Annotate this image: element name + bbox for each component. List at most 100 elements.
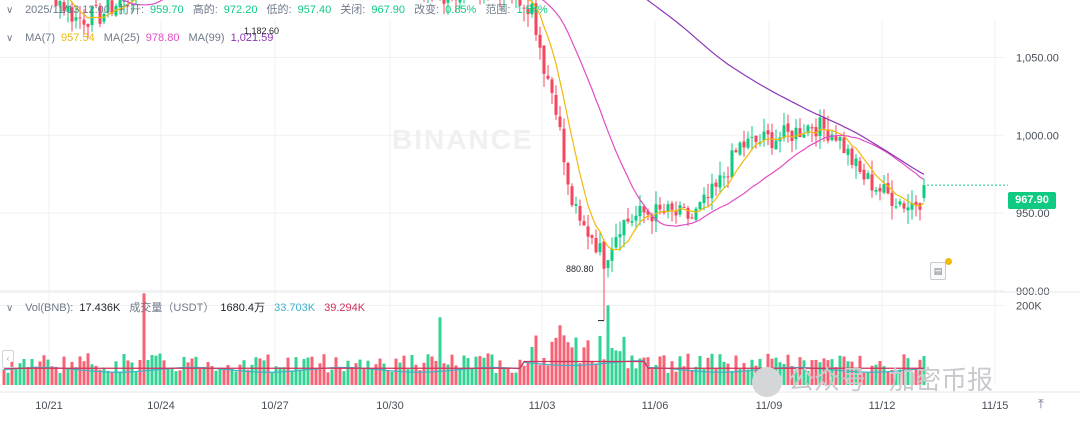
candle-body bbox=[586, 226, 590, 237]
candle-body bbox=[830, 134, 834, 141]
high-label: 高的: bbox=[192, 4, 218, 16]
volume-bar bbox=[730, 370, 734, 385]
volume-bar bbox=[690, 369, 694, 385]
volume-bar bbox=[854, 369, 858, 385]
candle-body bbox=[754, 135, 758, 142]
candle-body bbox=[706, 196, 710, 199]
candle-body bbox=[646, 210, 650, 215]
volume-bar bbox=[686, 353, 690, 385]
candle-body bbox=[770, 132, 774, 149]
chevron-down-icon[interactable]: ∨ bbox=[6, 5, 14, 16]
candle-body bbox=[790, 130, 794, 141]
volume-bar bbox=[306, 357, 310, 385]
candle-body bbox=[530, 3, 534, 15]
volume-bar bbox=[738, 368, 742, 385]
candle-body bbox=[658, 204, 662, 210]
volume-bar bbox=[126, 360, 130, 385]
volume-bar bbox=[174, 371, 178, 385]
volume-bar bbox=[470, 367, 474, 385]
candle-body bbox=[726, 176, 730, 178]
candle-body bbox=[690, 217, 694, 219]
volume-bar bbox=[342, 371, 346, 385]
candle-body bbox=[538, 34, 542, 48]
volume-bar bbox=[890, 369, 894, 385]
volume-bar bbox=[274, 366, 278, 385]
chevron-down-icon[interactable]: ∨ bbox=[6, 303, 14, 314]
volume-bar bbox=[498, 360, 502, 385]
candle-body bbox=[642, 206, 646, 213]
ma-legend: ∨ MA(7) 957.54 MA(25) 978.80 MA(99) 1,021.5… bbox=[0, 30, 279, 46]
volume-bar bbox=[506, 368, 510, 385]
ma99-label: MA(99) bbox=[188, 32, 225, 44]
candle-body bbox=[70, 7, 74, 22]
volume-bar bbox=[746, 369, 750, 385]
volume-bar bbox=[862, 372, 866, 385]
volume-bar bbox=[678, 356, 682, 385]
scroll-left-button[interactable]: ‹ bbox=[2, 350, 14, 368]
volume-bar bbox=[482, 357, 486, 385]
volume-bar bbox=[222, 368, 226, 385]
candle-body bbox=[546, 75, 550, 79]
volume-bar bbox=[362, 368, 366, 385]
volume-bar bbox=[326, 372, 330, 385]
candle-body bbox=[854, 158, 858, 167]
candle-body bbox=[826, 129, 830, 141]
volume-bar bbox=[106, 370, 110, 385]
candle-body bbox=[710, 183, 714, 199]
volume-bar bbox=[878, 360, 882, 385]
current-price-badge: 967.90 bbox=[1008, 192, 1056, 209]
volume-bar bbox=[742, 363, 746, 385]
volume-bar bbox=[42, 355, 46, 385]
candle-body bbox=[110, 0, 114, 14]
candle-body bbox=[570, 186, 574, 206]
volume-bar bbox=[202, 366, 206, 385]
volume-bar bbox=[206, 362, 210, 385]
volume-bar bbox=[490, 354, 494, 385]
fit-axis-icon[interactable]: ⤒ bbox=[1038, 396, 1044, 411]
volume-bar bbox=[694, 366, 698, 385]
volume-bar bbox=[50, 366, 54, 385]
candle-body bbox=[886, 183, 890, 194]
volume-bar bbox=[670, 361, 674, 385]
low-value: 957.40 bbox=[297, 4, 332, 16]
candle-body bbox=[606, 260, 610, 268]
chevron-down-icon[interactable]: ∨ bbox=[6, 33, 14, 44]
volume-bar bbox=[454, 365, 458, 385]
candle-body bbox=[558, 116, 562, 128]
volume-bar bbox=[442, 363, 446, 385]
candle-body bbox=[574, 204, 578, 206]
volume-bar bbox=[382, 363, 386, 385]
volume-bar bbox=[886, 371, 890, 385]
candle-body bbox=[82, 19, 86, 25]
volume-bar bbox=[398, 362, 402, 385]
volume-bar bbox=[542, 358, 546, 385]
candle-body bbox=[626, 218, 630, 222]
candle-body bbox=[518, 0, 522, 6]
volume-bar bbox=[578, 363, 582, 385]
candle-body bbox=[682, 207, 686, 209]
volume-bar bbox=[318, 363, 322, 385]
time-tick-label: 11/03 bbox=[529, 400, 556, 412]
volume-bar bbox=[226, 365, 230, 385]
candle-body bbox=[650, 216, 654, 222]
wechat-icon bbox=[752, 367, 782, 398]
candle-body bbox=[674, 211, 678, 216]
volume-bar bbox=[562, 335, 566, 385]
chart-settings-icon[interactable]: ▤ bbox=[930, 262, 946, 280]
volume-bar bbox=[558, 325, 562, 385]
candle-body bbox=[526, 8, 530, 15]
candle-body bbox=[838, 137, 842, 141]
candle-body bbox=[910, 203, 914, 210]
volume-bar bbox=[646, 357, 650, 385]
range-label: 范围: bbox=[485, 4, 511, 16]
time-tick-label: 10/24 bbox=[147, 400, 175, 412]
volume-bar bbox=[182, 356, 186, 385]
candle-body bbox=[106, 0, 110, 13]
open-value: 959.70 bbox=[150, 4, 184, 16]
candle-body bbox=[442, 0, 446, 4]
volume-bar bbox=[38, 361, 42, 385]
volume-bar bbox=[894, 371, 898, 385]
volume-bar bbox=[2, 369, 6, 385]
volume-bar bbox=[338, 367, 342, 385]
